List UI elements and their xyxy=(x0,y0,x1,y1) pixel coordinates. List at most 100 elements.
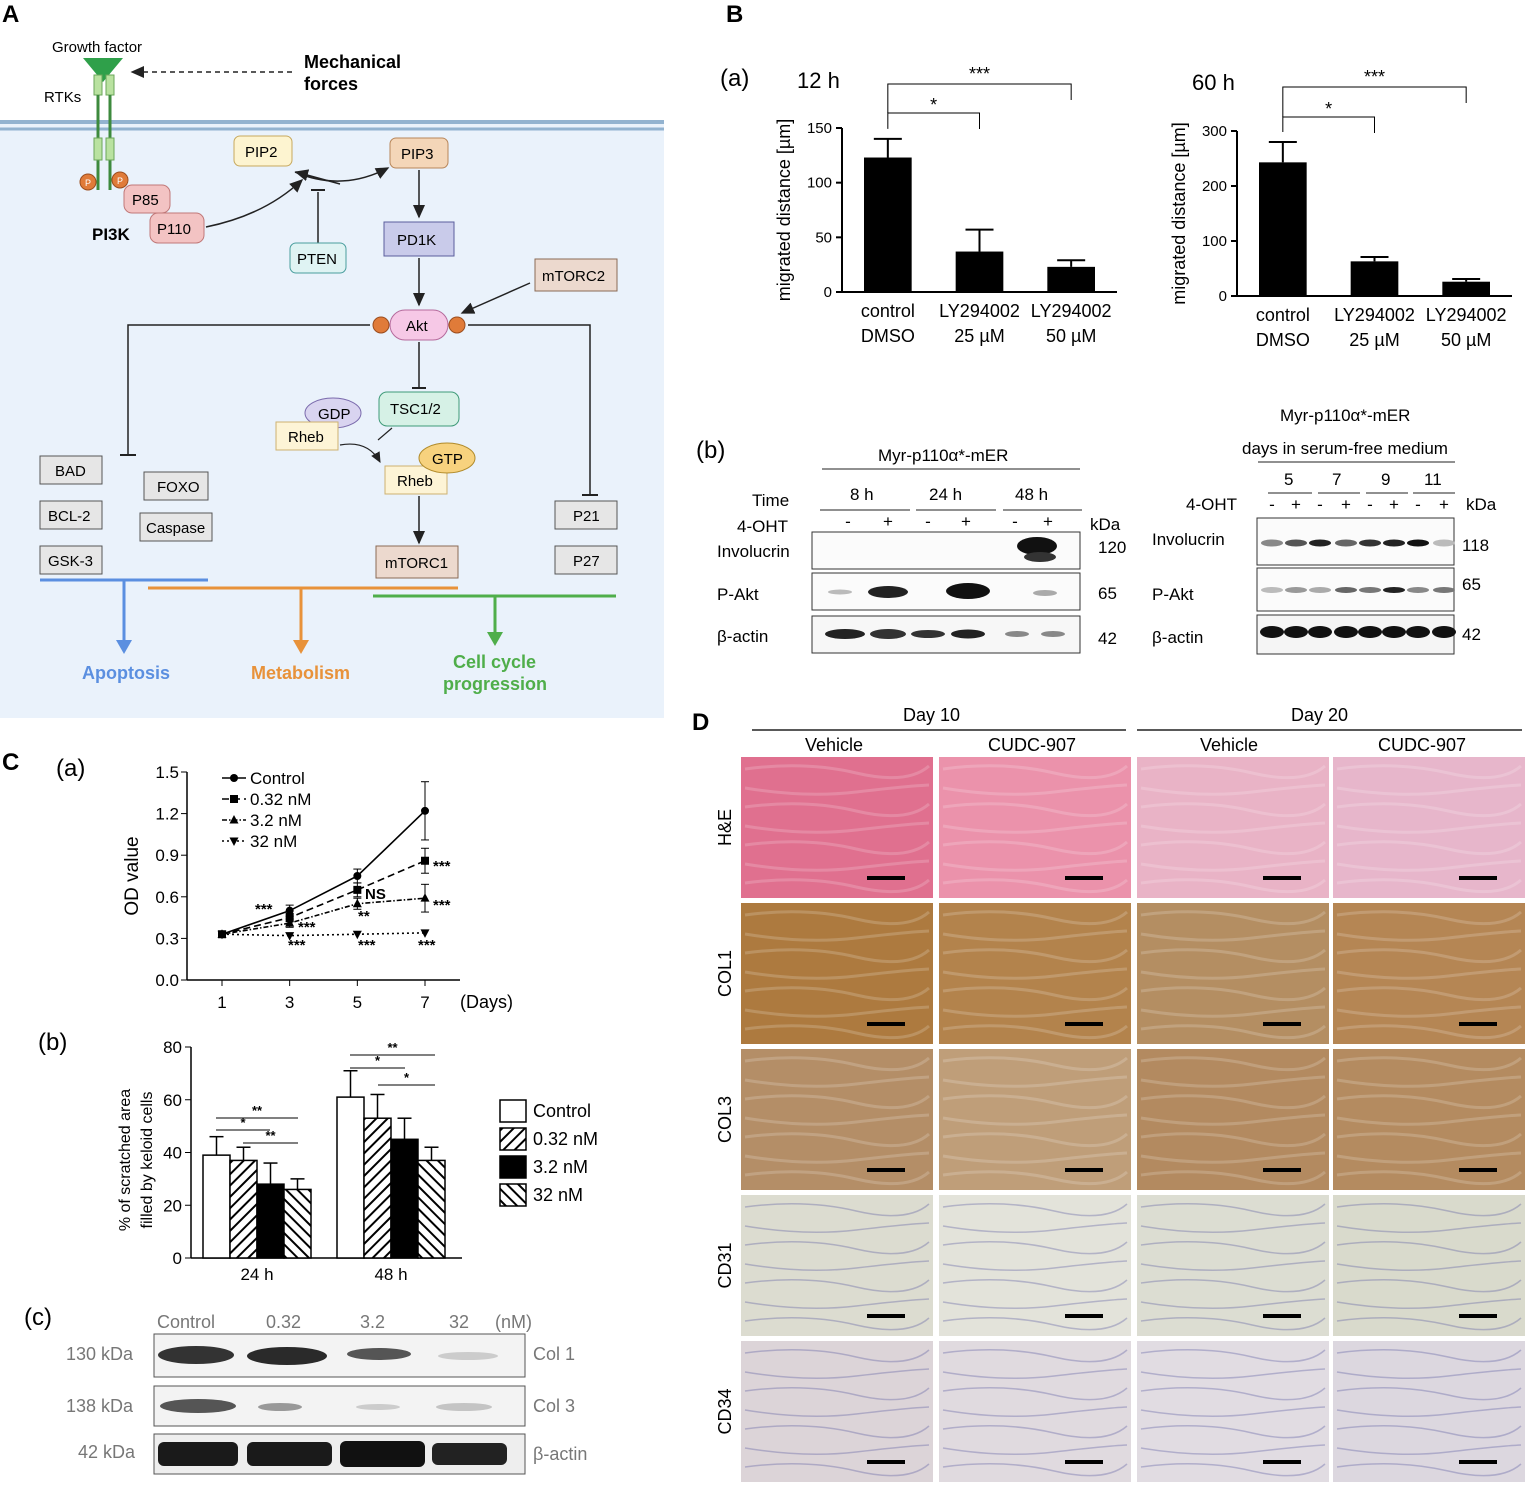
condition-cudc: CUDC-907 xyxy=(988,735,1076,755)
tissue-texture xyxy=(942,1279,1128,1293)
legend-label: 32 nM xyxy=(250,832,297,851)
tissue-texture xyxy=(1140,1260,1326,1271)
time-8h: 8 h xyxy=(850,485,874,504)
tissue-texture xyxy=(1336,878,1522,894)
blot-row-col3: Col 3 xyxy=(533,1396,575,1416)
bar xyxy=(202,1154,231,1259)
blot-band xyxy=(436,1403,492,1411)
significance-marker: NS xyxy=(365,886,386,903)
foxo-box xyxy=(143,471,209,501)
tissue-texture xyxy=(744,1222,930,1233)
tissue-texture xyxy=(1336,1279,1522,1293)
tissue-texture xyxy=(744,1132,930,1148)
x-tick-label: 50 µM xyxy=(1046,326,1096,346)
significance-marker: ** xyxy=(252,1103,263,1118)
panel-d-histology: D Day 10 Day 20 Vehicle CUDC-907 Vehicle… xyxy=(692,705,1525,1482)
blot-row-actin: β-actin xyxy=(533,1444,587,1464)
tissue-texture xyxy=(1140,1298,1326,1309)
histology-image xyxy=(939,757,1131,898)
legend-label: 0.32 nM xyxy=(250,790,311,809)
pd1k-box xyxy=(383,221,455,257)
gsk3-box xyxy=(39,545,103,575)
tissue-texture xyxy=(744,878,930,894)
blot-band xyxy=(946,583,990,599)
condition-cudc: CUDC-907 xyxy=(1378,735,1466,755)
x-tick-label: 5 xyxy=(353,993,362,1012)
blot-band xyxy=(1335,539,1357,547)
day-5: 5 xyxy=(1284,470,1293,489)
cellcycle-label-2: progression xyxy=(443,674,547,694)
minus-sign: - xyxy=(1269,495,1275,514)
tsc-box xyxy=(378,391,460,427)
tissue-texture xyxy=(1336,1132,1522,1148)
blot-row-involucrin: Involucrin xyxy=(717,542,790,561)
tissue-texture xyxy=(744,1298,930,1309)
series-line xyxy=(221,897,426,936)
significance-marker: *** xyxy=(255,901,273,918)
bar xyxy=(1259,162,1307,296)
blot-band xyxy=(1407,587,1429,593)
tissue-texture xyxy=(1336,986,1522,1002)
tissue-texture xyxy=(942,1132,1128,1148)
tissue-texture xyxy=(1140,986,1326,1002)
stain-label: CD31 xyxy=(715,1242,735,1288)
blot-band xyxy=(1285,587,1307,593)
x-tick-label: DMSO xyxy=(861,326,915,346)
tissue-texture xyxy=(1140,1170,1326,1186)
blot-row-actin: β-actin xyxy=(1152,628,1203,647)
tissue-texture xyxy=(942,1317,1128,1331)
tissue-texture xyxy=(1140,1241,1326,1255)
data-point xyxy=(352,898,362,908)
y-tick-label: 0 xyxy=(1219,288,1227,305)
sub-label-a: (a) xyxy=(56,755,85,782)
sub-label-b: (b) xyxy=(696,437,725,464)
y-axis-label: migrated distance [µm] xyxy=(1169,122,1189,304)
tissue-texture xyxy=(744,1170,930,1186)
western-blot-serum-free: Myr-p110α*-mER days in serum-free medium… xyxy=(1152,406,1497,655)
tissue-texture xyxy=(1140,783,1326,796)
mtorc2-to-akt-arrow xyxy=(460,282,531,314)
plus-sign: + xyxy=(961,512,971,531)
legend-label: 3.2 nM xyxy=(250,811,302,830)
kda-42: 42 xyxy=(1462,625,1481,644)
blot-band xyxy=(158,1346,234,1364)
tissue-texture xyxy=(1140,840,1326,856)
histology-image xyxy=(1137,1195,1329,1336)
pip3-label: PIP3 xyxy=(401,146,434,163)
histology-image xyxy=(741,1341,933,1482)
akt-box xyxy=(389,309,449,341)
significance-marker: *** xyxy=(433,897,451,914)
tissue-texture xyxy=(1140,1094,1326,1110)
blot-band xyxy=(1432,626,1456,638)
mtorc2-label: mTORC2 xyxy=(542,268,605,285)
data-point xyxy=(420,893,430,902)
bad-label: BAD xyxy=(55,463,86,480)
x-tick-label: 25 µM xyxy=(954,326,1004,346)
tissue-texture xyxy=(942,821,1128,834)
apoptosis-label: Apoptosis xyxy=(82,663,170,683)
plus-sign: + xyxy=(1389,495,1399,514)
data-point xyxy=(421,806,429,815)
y-tick-label: 60 xyxy=(163,1091,182,1110)
y-tick-label: 100 xyxy=(807,175,832,192)
data-point xyxy=(353,885,362,894)
tissue-texture xyxy=(942,1203,1128,1217)
tissue-texture xyxy=(1140,1387,1326,1401)
data-point xyxy=(217,930,227,940)
condition-vehicle: Vehicle xyxy=(1200,735,1258,755)
minus-sign: - xyxy=(1012,512,1018,531)
blot-construct-label: Myr-p110α*-mER xyxy=(878,446,1008,465)
blot-col-3.2: 3.2 xyxy=(360,1312,385,1332)
tissue-texture xyxy=(1140,1075,1326,1088)
histology-grid: H&E COL1 COL3 CD31 CD34 xyxy=(715,757,1525,1482)
tissue-texture xyxy=(1336,1349,1522,1363)
tissue-texture xyxy=(1140,967,1326,980)
significance-bracket xyxy=(887,112,980,129)
foxo-label: FOXO xyxy=(157,479,200,496)
tissue-texture xyxy=(942,986,1128,1002)
tissue-texture xyxy=(744,1279,930,1293)
legend-label: 0.32 nM xyxy=(533,1129,598,1149)
bar xyxy=(417,1159,446,1259)
histology-image xyxy=(1333,1341,1525,1482)
y-axis-label-1: % of scratched area xyxy=(117,1089,134,1231)
